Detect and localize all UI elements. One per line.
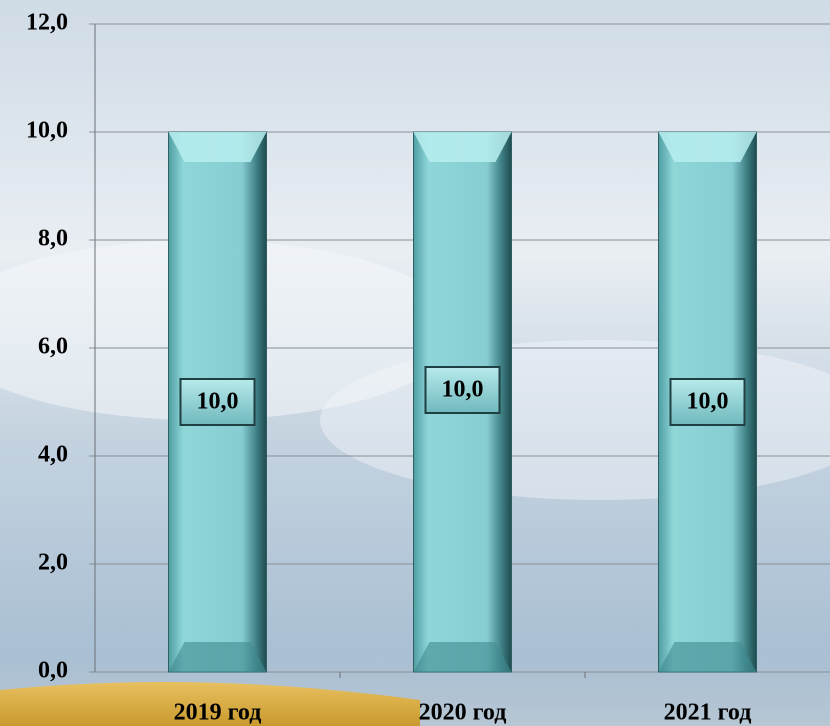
y-tick-label: 10,0 bbox=[26, 118, 68, 144]
value-label-box bbox=[669, 378, 746, 426]
value-label: 10,0 bbox=[687, 389, 729, 415]
value-label: 10,0 bbox=[197, 389, 239, 415]
bar-bevel bbox=[168, 132, 267, 162]
value-label: 10,0 bbox=[442, 377, 484, 403]
bar-bevel bbox=[658, 132, 757, 162]
bar-bevel bbox=[413, 132, 512, 162]
y-tick-label: 8,0 bbox=[38, 226, 68, 252]
field bbox=[0, 682, 420, 726]
x-tick-label: 2021 год bbox=[664, 700, 752, 726]
x-tick-label: 2020 год bbox=[419, 700, 507, 726]
y-tick-label: 6,0 bbox=[38, 334, 68, 360]
bar-bevel bbox=[168, 642, 267, 672]
y-tick-label: 4,0 bbox=[38, 442, 68, 468]
y-tick-label: 12,0 bbox=[26, 10, 68, 36]
value-label-box bbox=[424, 366, 501, 414]
bar-bevel bbox=[658, 642, 757, 672]
y-tick-label: 0,0 bbox=[38, 658, 68, 684]
value-label-box bbox=[179, 378, 256, 426]
bar-bevel bbox=[413, 642, 512, 672]
x-tick-label: 2019 год bbox=[174, 700, 262, 726]
y-tick-label: 2,0 bbox=[38, 550, 68, 576]
